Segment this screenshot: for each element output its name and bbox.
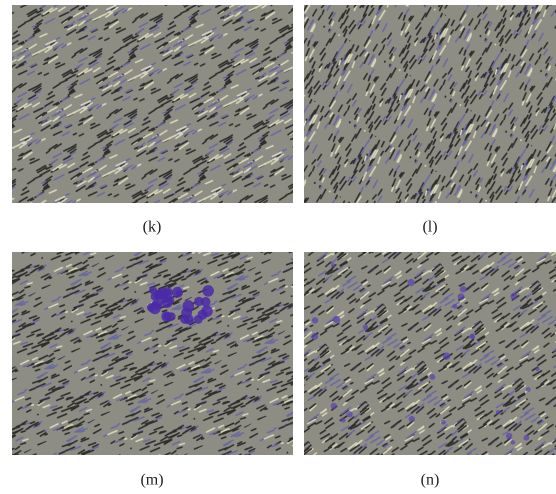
stained-cell: [167, 312, 176, 321]
panel-label: (k): [143, 219, 162, 236]
panel-label: (n): [421, 472, 440, 489]
stained-cell: [407, 278, 415, 287]
stained-cell: [535, 366, 540, 372]
panels: [12, 5, 556, 455]
stained-cell: [148, 302, 161, 315]
stained-cell: [202, 285, 214, 297]
stained-cell: [182, 300, 195, 312]
stained-cell: [362, 324, 368, 330]
stained-cell: [440, 419, 446, 425]
panel-label: (m): [140, 472, 163, 489]
stained-cell: [164, 289, 171, 296]
stained-cell: [495, 409, 501, 415]
stained-cell: [194, 296, 204, 307]
stained-cell: [469, 333, 475, 339]
stained-cell: [510, 440, 516, 445]
micrograph: [12, 252, 293, 455]
stained-cell: [175, 289, 183, 297]
stained-cell: [346, 410, 353, 418]
stained-cell: [510, 292, 518, 300]
stained-cell: [452, 304, 458, 309]
stained-cell: [340, 417, 346, 423]
panel-label: (l): [422, 219, 437, 236]
stained-cell: [200, 296, 211, 307]
micrograph: [304, 252, 556, 455]
stained-cell: [330, 263, 336, 268]
stained-cell: [429, 374, 436, 380]
stained-cell: [457, 293, 465, 301]
stained-cell: [459, 285, 467, 293]
micrograph: [12, 5, 293, 203]
stained-cell: [311, 333, 319, 340]
stained-cell: [330, 402, 337, 410]
stained-cell: [442, 352, 451, 360]
micrograph: [304, 5, 556, 203]
stained-cell: [311, 317, 319, 324]
stained-cell: [505, 432, 513, 440]
stained-cell: [523, 434, 530, 441]
stained-cell: [333, 315, 341, 324]
stained-cell: [159, 291, 167, 298]
stained-cell: [197, 309, 208, 320]
stained-cell: [408, 415, 415, 423]
stained-cell: [525, 387, 531, 393]
